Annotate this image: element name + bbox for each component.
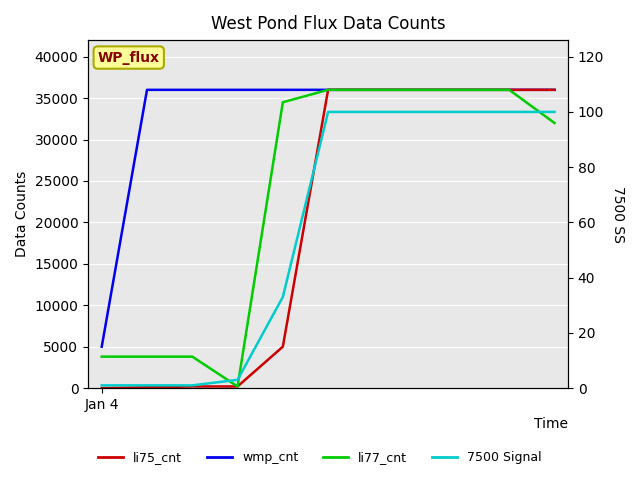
Text: WP_flux: WP_flux [98,50,160,64]
Y-axis label: Data Counts: Data Counts [15,171,29,257]
Title: West Pond Flux Data Counts: West Pond Flux Data Counts [211,15,445,33]
Legend: li75_cnt, wmp_cnt, li77_cnt, 7500 Signal: li75_cnt, wmp_cnt, li77_cnt, 7500 Signal [93,446,547,469]
X-axis label: Time: Time [534,418,568,432]
Y-axis label: 7500 SS: 7500 SS [611,186,625,242]
